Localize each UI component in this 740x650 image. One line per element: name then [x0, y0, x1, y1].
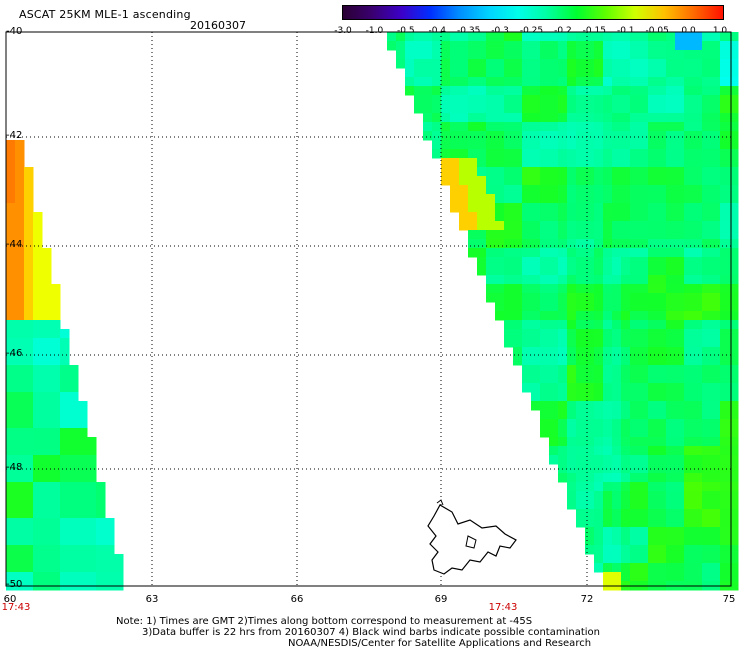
lat-label-42: -42	[6, 130, 23, 141]
lon-label-63: 63	[145, 594, 159, 605]
lon-label-69: 69	[434, 594, 448, 605]
note-line-3: NOAA/NESDIS/Center for Satellite Applica…	[288, 638, 592, 649]
lon-label-75: 75	[722, 594, 736, 605]
map-frame	[5, 31, 732, 587]
colorbar-label: -0.15	[582, 26, 606, 36]
chart-date: 20160307	[190, 19, 246, 32]
lat-label-46: -46	[6, 348, 23, 359]
lon-label-60: 60	[3, 594, 17, 605]
colorbar-label: -0.4	[428, 26, 447, 36]
colorbar-label: -0.3	[491, 26, 509, 36]
colorbar-label: 0.0	[681, 26, 696, 36]
lat-label-48: -48	[6, 462, 23, 473]
colorbar-label: -0.2	[554, 26, 572, 36]
grid-lines	[6, 32, 731, 586]
lon-label-72: 72	[580, 594, 594, 605]
colorbar-label: 1.0	[712, 26, 728, 36]
lon-label-66: 66	[290, 594, 304, 605]
time-label-left: 17:43	[1, 602, 31, 613]
colorbar-label: -3.0	[334, 26, 352, 36]
colorbar	[342, 5, 724, 20]
note-line-1: Note: 1) Times are GMT 2)Times along bot…	[116, 616, 533, 627]
chart-title: ASCAT 25KM MLE-1 ascending	[19, 8, 191, 21]
lat-label-50: -50	[6, 579, 23, 590]
note-line-2: 3)Data buffer is 22 hrs from 20160307 4)…	[142, 627, 600, 638]
colorbar-label: -0.05	[645, 26, 669, 36]
time-label-right: 17:43	[488, 602, 518, 613]
kerguelen-island-outline	[427, 499, 517, 575]
swath-data	[6, 32, 739, 591]
colorbar-label: -1.0	[365, 26, 384, 36]
colorbar-label: -0.5	[397, 26, 415, 36]
lat-label-40: -40	[6, 26, 23, 37]
colorbar-label: -0.25	[519, 26, 544, 36]
colorbar-label: -0.1	[616, 26, 635, 36]
colorbar-label: -0.35	[457, 26, 481, 36]
lat-label-44: -44	[6, 239, 23, 250]
